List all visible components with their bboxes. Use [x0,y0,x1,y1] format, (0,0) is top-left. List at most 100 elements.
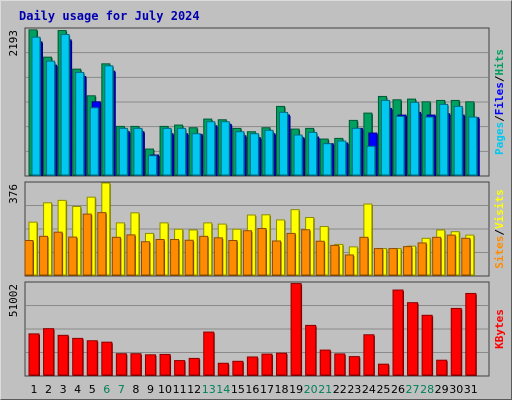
day-label-28: 28 [420,383,434,396]
bar-pages-day-21 [322,143,332,176]
bar-sites-day-6 [97,212,107,276]
day-label-30: 30 [449,383,463,396]
bar-sites-day-19 [286,232,296,276]
bar-kbytes-day-2 [43,328,55,376]
day-label-24: 24 [362,383,376,396]
legend-item-separator: / [493,75,506,82]
ymax-label-hits: 2193 [7,30,20,57]
bar-pages-day-8 [133,127,143,176]
legend-kbytes: KBytes [493,309,506,349]
bar-kbytes-day-4 [72,337,84,376]
day-label-8: 8 [132,383,139,396]
day-label-29: 29 [435,383,449,396]
bar-pages-day-25 [380,99,390,176]
bar-pages-day-10 [162,127,172,176]
bar-pages-day-5 [89,107,99,176]
bar-kbytes-day-3 [57,334,69,376]
day-label-2: 2 [45,383,52,396]
bar-kbytes-day-13 [203,331,215,376]
bar-sites-day-20 [301,229,311,276]
bar-kbytes-day-17 [261,353,273,376]
bar-pages-day-15 [235,131,245,176]
legend-visits: Sites/Visits [493,189,506,269]
bar-pages-day-6 [104,65,114,176]
bar-sites-day-29 [432,236,442,276]
bar-sites-day-15 [228,240,238,276]
bar-pages-day-7 [118,127,128,176]
bar-kbytes-day-31 [465,292,477,376]
day-label-31: 31 [464,383,478,396]
bar-pages-day-18 [279,111,289,176]
legend-item-hits: Hits [493,49,506,76]
ymax-label-visits: 376 [7,184,20,204]
bar-kbytes-day-24 [363,334,375,376]
bar-pages-day-9 [147,155,157,176]
bar-kbytes-day-30 [450,307,462,376]
bar-kbytes-day-8 [130,353,142,376]
bar-sites-day-4 [68,236,78,276]
bar-kbytes-day-21 [319,349,331,376]
bar-kbytes-day-16 [246,356,258,376]
bar-pages-day-11 [177,127,187,176]
bar-pages-day-14 [220,121,230,176]
day-label-25: 25 [376,383,390,396]
bar-sites-day-18 [272,240,282,276]
bar-pages-day-24 [366,145,376,176]
legend-item-files: Files [493,82,506,115]
bar-kbytes-day-22 [334,353,346,376]
bar-kbytes-day-10 [159,353,171,376]
day-label-27: 27 [406,383,420,396]
bar-pages-day-12 [191,133,201,176]
bar-kbytes-day-23 [348,356,360,376]
bar-sites-day-16 [242,230,252,276]
bar-pages-day-28 [424,116,434,176]
day-label-3: 3 [60,383,67,396]
bar-pages-day-29 [439,103,449,176]
bar-kbytes-day-11 [174,360,186,376]
day-label-10: 10 [158,383,172,396]
bar-sites-day-22 [330,244,340,276]
day-label-4: 4 [74,383,81,396]
bar-sites-day-21 [315,240,325,276]
bar-pages-day-20 [308,131,318,176]
bar-pages-day-16 [249,133,259,176]
day-label-14: 14 [216,383,230,396]
ymax-label-kbytes: 51002 [7,284,20,317]
day-label-17: 17 [260,383,274,396]
day-label-6: 6 [103,383,110,396]
bar-kbytes-day-7 [115,353,127,376]
bar-pages-day-2 [46,60,56,176]
bar-kbytes-day-25 [377,363,389,376]
bar-sites-day-24 [359,236,369,276]
bar-pages-day-26 [395,115,405,176]
bar-kbytes-day-26 [392,289,404,376]
day-label-9: 9 [147,383,154,396]
bar-pages-day-22 [337,140,347,176]
day-label-22: 22 [333,383,347,396]
day-label-26: 26 [391,383,405,396]
bar-pages-day-4 [75,71,85,176]
bar-kbytes-day-9 [144,354,156,376]
bar-pages-day-23 [351,127,361,176]
day-label-5: 5 [89,383,96,396]
day-label-21: 21 [318,383,332,396]
bar-pages-day-17 [264,129,274,176]
bar-kbytes-day-12 [188,357,200,376]
bar-sites-day-2 [39,235,49,276]
bar-sites-day-31 [461,237,471,276]
bar-kbytes-day-14 [217,362,229,376]
bar-sites-day-13 [199,235,209,276]
bar-kbytes-day-20 [305,324,317,376]
bar-sites-day-27 [403,246,413,276]
day-label-20: 20 [304,383,318,396]
bar-sites-day-10 [155,239,165,276]
day-label-23: 23 [347,383,361,396]
bar-sites-day-17 [257,228,267,276]
legend-item-kbytes: KBytes [493,309,506,349]
bar-pages-day-19 [293,134,303,176]
bar-sites-day-11 [170,239,180,276]
bar-kbytes-day-27 [407,302,419,376]
bar-pages-day-31 [468,116,478,176]
bar-sites-day-8 [126,234,136,276]
